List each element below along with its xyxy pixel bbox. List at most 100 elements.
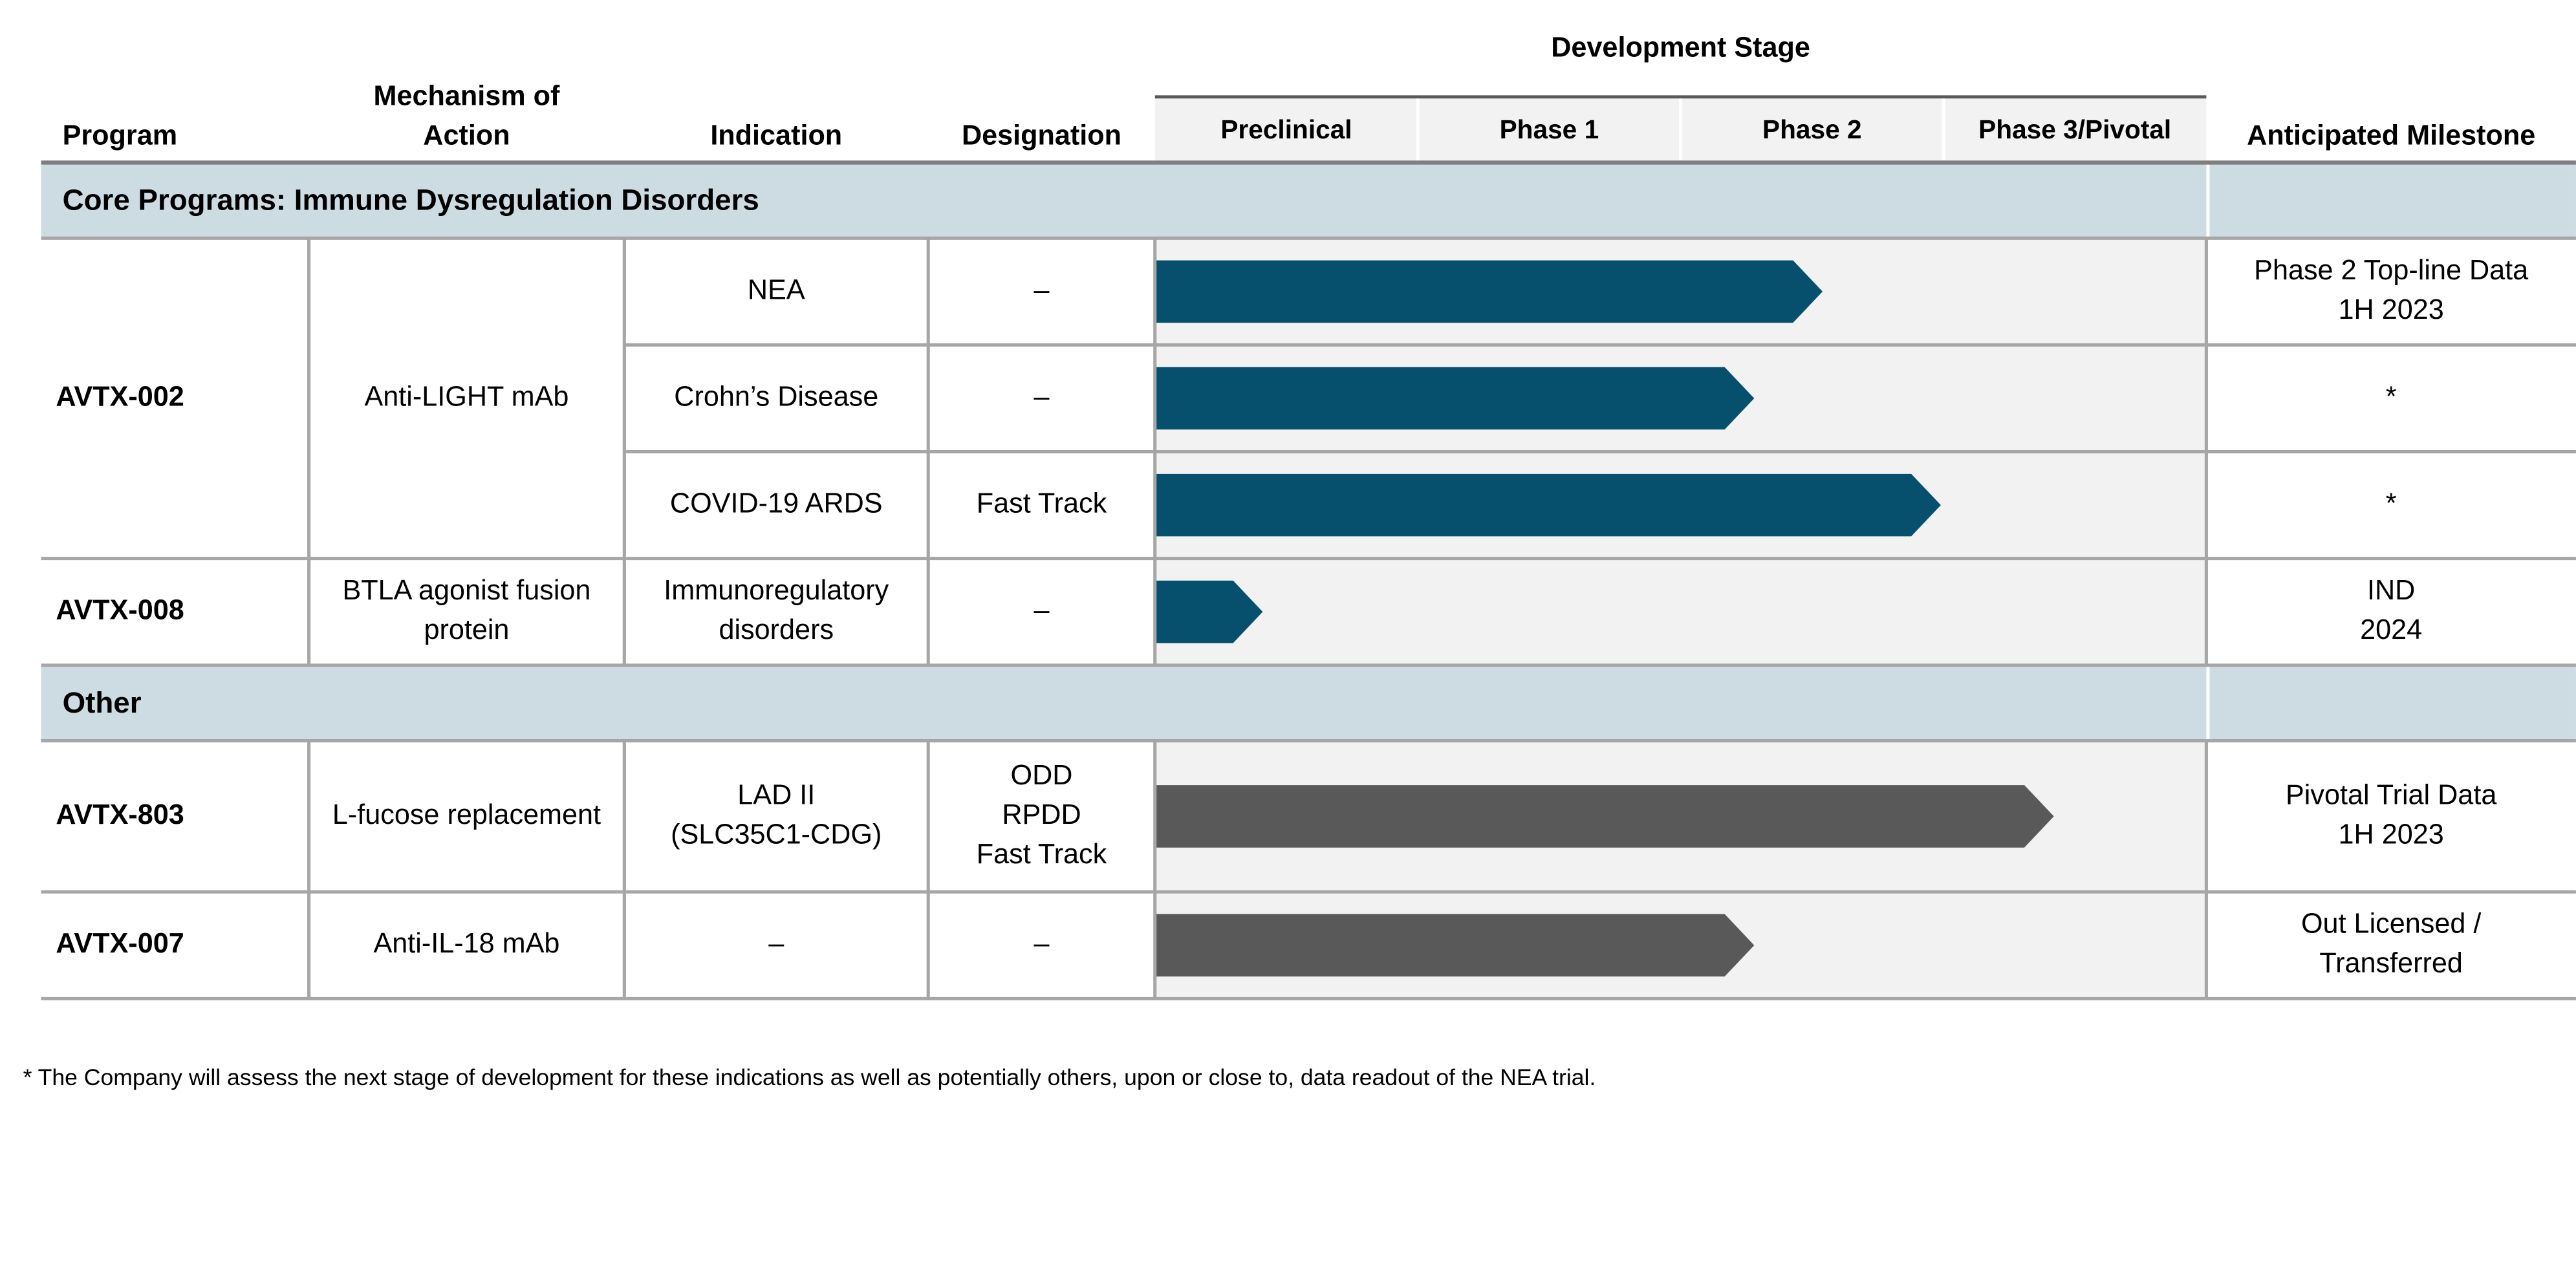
section-band (2209, 665, 2576, 741)
designation: – (1034, 595, 1049, 626)
footnote-line: * The Company will assess the next stage… (23, 1064, 1596, 1090)
stage-title-line: Development Stage (1551, 32, 1810, 63)
header-designation: Designation (962, 120, 1121, 151)
header-mechanism-line: Mechanism of (374, 81, 560, 112)
stage-header: Phase 1 (1500, 114, 1599, 144)
milestone-line: * (2386, 381, 2397, 412)
indication: NEA (748, 274, 805, 305)
milestone-line: Phase 2 Top-line Data (2254, 255, 2529, 286)
designation: – (1034, 381, 1049, 412)
designation-line: – (1034, 274, 1049, 305)
stage-header-line: Preclinical (1220, 114, 1352, 144)
milestone-line: Out Licensed / (2301, 909, 2481, 940)
progress-bar (1154, 914, 1755, 977)
milestone-line: 1H 2023 (2339, 819, 2444, 850)
milestone: * (2386, 381, 2397, 412)
milestone-line: Transferred (2319, 948, 2463, 979)
milestone: IND 2024 (2360, 575, 2422, 645)
header-indication-line: Indication (710, 120, 842, 151)
program-name: AVTX-007 (56, 928, 184, 959)
progress-bar (1154, 473, 1941, 537)
milestone: * (2386, 488, 2397, 519)
designation-line: – (1034, 928, 1049, 959)
progress-bar (1154, 367, 1755, 430)
designation-line: Fast Track (977, 488, 1107, 519)
stage-title: Development Stage (1551, 32, 1810, 63)
section-band (41, 162, 2207, 239)
header-milestone-line: Anticipated Milestone (2247, 120, 2535, 151)
stage-header: Preclinical (1220, 114, 1352, 144)
mechanism: Anti-LIGHT mAb (365, 381, 569, 412)
indication-line: – (768, 928, 784, 959)
indication: Crohn’s Disease (674, 381, 878, 412)
mechanism-line: protein (424, 614, 509, 645)
section-title: Other (63, 686, 142, 719)
header-indication: Indication (710, 120, 842, 151)
indication: COVID-19 ARDS (670, 488, 883, 519)
mechanism: Anti-IL-18 mAb (373, 928, 559, 959)
mechanism-line: Anti-LIGHT mAb (365, 381, 569, 412)
header-mechanism: Mechanism of Action (374, 81, 560, 151)
program-name: AVTX-803 (56, 799, 184, 830)
indication-line: Immunoregulatory (664, 575, 889, 606)
milestone-line: Pivotal Trial Data (2286, 779, 2497, 810)
section-title: Core Programs: Immune Dysregulation Diso… (63, 184, 759, 217)
indication-line: disorders (719, 614, 834, 645)
header-mechanism-line: Action (423, 120, 510, 151)
stage-header: Phase 2 (1762, 114, 1862, 144)
header-milestone: Anticipated Milestone (2247, 120, 2535, 151)
designation-line: RPDD (1002, 799, 1081, 830)
milestone-line: 1H 2023 (2339, 294, 2444, 325)
stage-header-line: Phase 1 (1500, 114, 1599, 144)
indication-line: COVID-19 ARDS (670, 488, 883, 519)
stage-header-line: Phase 2 (1762, 114, 1862, 144)
indication-line: LAD II (737, 779, 815, 810)
milestone: Out Licensed / Transferred (2301, 909, 2481, 979)
section-title-line: Other (63, 686, 142, 719)
footnote: * The Company will assess the next stage… (23, 1064, 1596, 1090)
designation-line: – (1034, 595, 1049, 626)
designation-line: – (1034, 381, 1049, 412)
header-program: Program (63, 120, 178, 151)
designation-line: Fast Track (977, 839, 1107, 870)
milestone-line: IND (2367, 575, 2415, 606)
indication: – (768, 928, 784, 959)
section-title-line: Core Programs: Immune Dysregulation Diso… (63, 184, 759, 217)
program-name-line: AVTX-002 (56, 381, 184, 412)
mechanism-line: L-fucose replacement (332, 799, 601, 830)
indication-line: (SLC35C1-CDG) (671, 819, 882, 850)
program-name: AVTX-002 (56, 381, 184, 412)
program-name: AVTX-008 (56, 595, 184, 626)
mechanism-line: Anti-IL-18 mAb (373, 928, 559, 959)
milestone: Pivotal Trial Data 1H 2023 (2286, 779, 2497, 850)
indication-line: Crohn’s Disease (674, 381, 878, 412)
milestone-line: * (2386, 488, 2397, 519)
designation: Fast Track (977, 488, 1107, 519)
stage-header: Phase 3/Pivotal (1978, 114, 2171, 144)
designation: – (1034, 274, 1049, 305)
stage-bg (1154, 558, 2207, 665)
designation: – (1034, 928, 1049, 959)
progress-bar (1154, 580, 1263, 643)
designation-line: ODD (1011, 760, 1073, 791)
designation: ODD RPDD Fast Track (977, 760, 1107, 870)
milestone-line: 2024 (2360, 614, 2422, 645)
header-designation-line: Designation (962, 120, 1121, 151)
indication-line: NEA (748, 274, 805, 305)
program-name-line: AVTX-007 (56, 928, 184, 959)
milestone: Phase 2 Top-line Data 1H 2023 (2254, 255, 2529, 325)
mechanism: BTLA agonist fusion protein (342, 575, 590, 645)
section-band (2209, 162, 2576, 239)
mechanism-line: BTLA agonist fusion (342, 575, 590, 606)
header-program-line: Program (63, 120, 178, 151)
indication: Immunoregulatory disorders (664, 575, 889, 645)
progress-bar (1154, 260, 1823, 323)
section-band (41, 665, 2207, 741)
program-name-line: AVTX-008 (56, 595, 184, 626)
program-name-line: AVTX-803 (56, 799, 184, 830)
stage-header-line: Phase 3/Pivotal (1978, 114, 2171, 144)
progress-bar (1154, 785, 2054, 848)
indication: LAD II (SLC35C1-CDG) (671, 779, 882, 850)
